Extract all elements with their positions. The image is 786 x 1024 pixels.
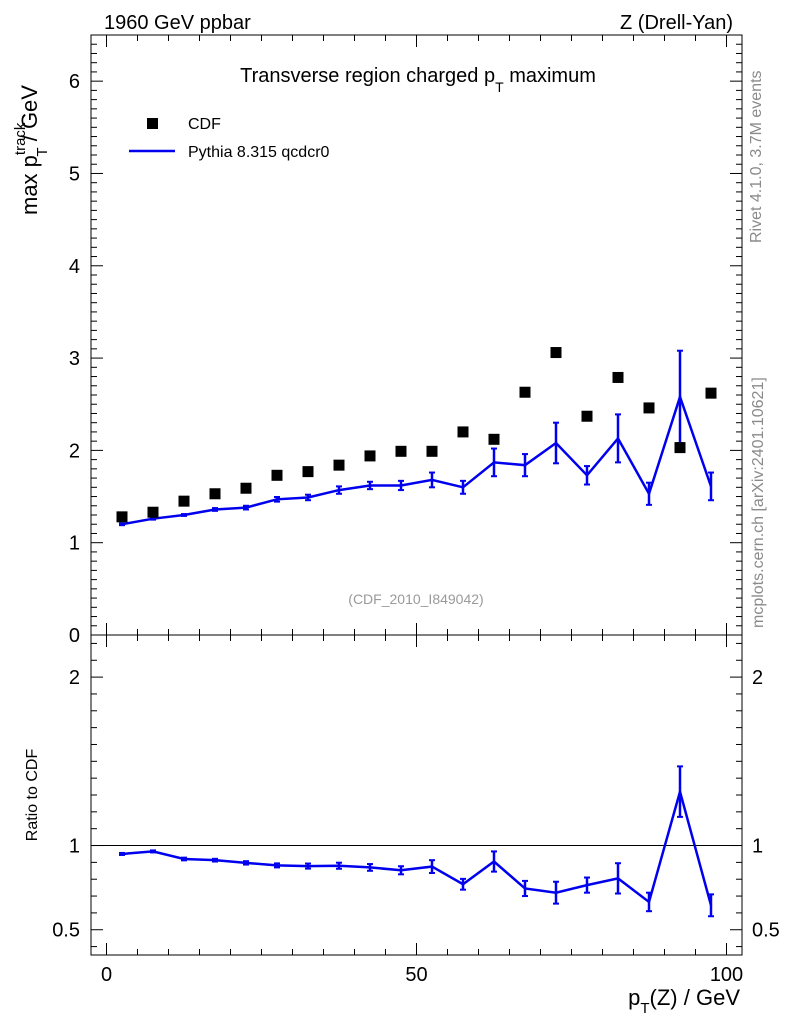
chart: 1960 GeV ppbar Z (Drell-Yan) Transverse … [0, 0, 786, 1024]
ratio-tick-label-right: 1 [752, 836, 763, 858]
cdf-data-point [675, 442, 686, 453]
ratio-y-label: Ratio to CDF [24, 749, 41, 842]
cdf-data-point [644, 402, 655, 413]
header-right: Z (Drell-Yan) [620, 12, 733, 34]
cdf-data-point [489, 434, 500, 445]
cdf-data-point [396, 446, 407, 457]
legend-label-cdf: CDF [188, 116, 221, 133]
y-tick-label: 3 [69, 348, 80, 370]
legend-label-mc: Pythia 8.315 qcdcr0 [188, 144, 330, 161]
header-left: 1960 GeV ppbar [104, 12, 251, 34]
cdf-data-point [520, 387, 531, 398]
ratio-tick-label-left: 1 [69, 836, 80, 858]
y-tick-label: 2 [69, 440, 80, 462]
cdf-data-point [582, 411, 593, 422]
y-tick-label: 1 [69, 533, 80, 555]
legend: CDF Pythia 8.315 qcdcr0 [129, 116, 330, 161]
y-axis-label: max ptrack T / GeV [12, 85, 51, 215]
ratio-tick-label-left: 2 [69, 667, 80, 689]
cdf-data-point [117, 511, 128, 522]
chart-title: Transverse region charged pT maximum [240, 65, 596, 95]
mcplots-label: mcplots.cern.ch [arXiv:2401.10621] [750, 377, 767, 628]
cdf-data-point [210, 488, 221, 499]
cdf-data-point [613, 372, 624, 383]
cdf-data-point [551, 347, 562, 358]
cdf-data-point [365, 450, 376, 461]
ratio-plot-frame [91, 635, 742, 955]
y-tick-label: 6 [69, 71, 80, 93]
x-axis-label: pT(Z) / GeV [628, 985, 740, 1017]
x-tick-label: 50 [405, 964, 427, 986]
mc-series-line [122, 397, 711, 524]
y-tick-label: 5 [69, 163, 80, 185]
cdf-data-point [706, 388, 717, 399]
y-tick-label: 4 [69, 256, 80, 278]
ratio-tick-label-right: 0.5 [752, 920, 780, 942]
ratio-tick-label-left: 0.5 [52, 920, 80, 942]
ratio-tick-label-right: 2 [752, 667, 763, 689]
rivet-label: Rivet 4.1.0, 3.7M events [748, 70, 765, 243]
cdf-data-point [334, 460, 345, 471]
legend-marker-cdf [147, 118, 158, 129]
cdf-data-point [427, 446, 438, 457]
cdf-data-point [272, 470, 283, 481]
x-tick-label: 100 [710, 964, 743, 986]
y-tick-label: 0 [69, 625, 80, 647]
ratio-series-line [122, 792, 711, 906]
analysis-watermark: (CDF_2010_I849042) [348, 591, 483, 607]
cdf-data-point [179, 496, 190, 507]
cdf-data-point [148, 507, 159, 518]
x-tick-label: 0 [101, 964, 112, 986]
cdf-data-point [458, 426, 469, 437]
cdf-data-point [241, 483, 252, 494]
cdf-data-point [303, 466, 314, 477]
